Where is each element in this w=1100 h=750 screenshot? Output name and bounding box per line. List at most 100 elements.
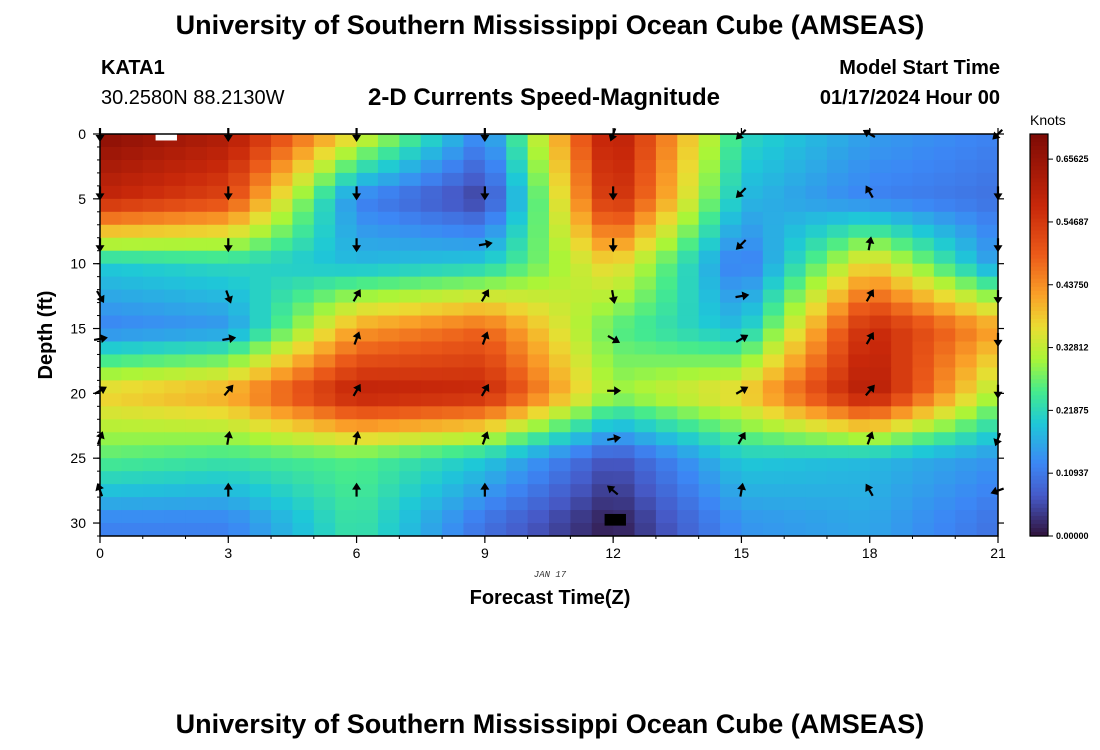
heatmap-cell	[335, 341, 358, 356]
heatmap-cell	[805, 458, 828, 472]
heatmap-cell	[698, 237, 721, 252]
heatmap-cell	[249, 445, 272, 459]
heatmap-cell	[484, 250, 507, 265]
heatmap-cell	[377, 445, 400, 459]
heatmap-cell	[164, 198, 187, 213]
heatmap-cell	[634, 198, 657, 213]
heatmap-cell	[891, 432, 914, 446]
heatmap-cell	[933, 393, 956, 407]
heatmap-cell	[313, 445, 336, 459]
heatmap-cell	[762, 419, 785, 433]
heatmap-cell	[185, 211, 208, 226]
heatmap-cell	[762, 393, 785, 407]
heatmap-cell	[634, 497, 657, 511]
heatmap-cell	[228, 315, 251, 330]
heatmap-cell	[720, 354, 743, 369]
heatmap-cell	[762, 354, 785, 369]
heatmap-cell	[271, 134, 294, 148]
heatmap-cell	[335, 263, 358, 278]
heatmap-cell	[677, 198, 700, 213]
heatmap-cell	[634, 185, 657, 200]
heatmap-cell	[185, 471, 208, 485]
heatmap-cell	[976, 315, 998, 330]
heatmap-cell	[891, 289, 914, 304]
heatmap-cell	[912, 250, 935, 265]
heatmap-cell	[206, 185, 229, 200]
heatmap-cell	[463, 341, 486, 356]
heatmap-cell	[613, 393, 636, 407]
colorbar-segment	[1030, 138, 1048, 143]
heatmap-cell	[335, 250, 358, 265]
heatmap-cell	[335, 406, 358, 420]
heatmap-cell	[655, 302, 678, 317]
heatmap-cell	[228, 302, 251, 317]
heatmap-cell	[463, 406, 486, 420]
heatmap-cell	[741, 328, 764, 343]
colorbar-segment	[1030, 443, 1048, 449]
colorbar-segment	[1030, 302, 1048, 308]
heatmap-cell	[720, 302, 743, 317]
heatmap-cell	[677, 445, 700, 459]
heatmap-cell	[420, 419, 443, 433]
heatmap-cell	[206, 263, 229, 278]
colorbar-segment	[1030, 499, 1048, 505]
heatmap-cell	[634, 315, 657, 330]
colorbar-segment	[1030, 411, 1048, 416]
heatmap-cell	[335, 484, 358, 498]
heatmap-cell	[313, 185, 336, 200]
heatmap-cell	[377, 185, 400, 200]
heatmap-cell	[784, 146, 807, 161]
heatmap-cell	[206, 237, 229, 252]
heatmap-cell	[613, 185, 636, 200]
heatmap-cell	[848, 432, 871, 446]
heatmap-cell	[634, 354, 657, 369]
heatmap-cell	[912, 315, 935, 330]
heatmap-cell	[976, 445, 998, 459]
heatmap-cell	[869, 159, 892, 174]
heatmap-cell	[228, 185, 251, 200]
heatmap-cell	[164, 419, 187, 433]
heatmap-cell	[527, 263, 550, 278]
heatmap-cell	[677, 289, 700, 304]
heatmap-cell	[933, 354, 956, 369]
heatmap-cell	[762, 406, 785, 420]
heatmap-cell	[698, 198, 721, 213]
heatmap-cell	[933, 445, 956, 459]
heatmap-cell	[570, 134, 593, 148]
heatmap-cell	[570, 419, 593, 433]
heatmap-cell	[271, 432, 294, 446]
heatmap-cell	[164, 146, 187, 161]
heatmap-cell	[463, 198, 486, 213]
heatmap-cell	[164, 237, 187, 252]
colorbar-segment	[1030, 206, 1048, 211]
heatmap-cell	[784, 484, 807, 498]
heatmap-cell	[271, 237, 294, 252]
heatmap-cell	[549, 159, 571, 174]
heatmap-cell	[976, 393, 998, 407]
heatmap-cell	[698, 146, 721, 161]
heatmap-cell	[335, 328, 358, 343]
heatmap-cell	[762, 315, 785, 330]
heatmap-cell	[720, 406, 743, 420]
heatmap-cell	[698, 328, 721, 343]
heatmap-cell	[377, 419, 400, 433]
heatmap-cell	[976, 380, 998, 394]
heatmap-cell	[292, 484, 315, 498]
colorbar-segment	[1030, 238, 1048, 244]
heatmap-cell	[634, 341, 657, 356]
heatmap-cell	[698, 159, 721, 174]
heatmap-cell	[976, 432, 998, 446]
heatmap-cell	[442, 393, 465, 407]
current-vector-arrow	[352, 383, 361, 397]
heatmap-cell	[100, 523, 122, 536]
heatmap-cell	[826, 471, 849, 485]
heatmap-cell	[356, 354, 379, 369]
heatmap-cell	[955, 134, 978, 148]
heatmap-cell	[292, 458, 315, 472]
heatmap-cell	[848, 302, 871, 317]
heatmap-cell	[549, 250, 571, 265]
heatmap-cell	[955, 159, 978, 174]
heatmap-cell	[634, 380, 657, 394]
heatmap-cell	[292, 419, 315, 433]
heatmap-cell	[826, 341, 849, 356]
